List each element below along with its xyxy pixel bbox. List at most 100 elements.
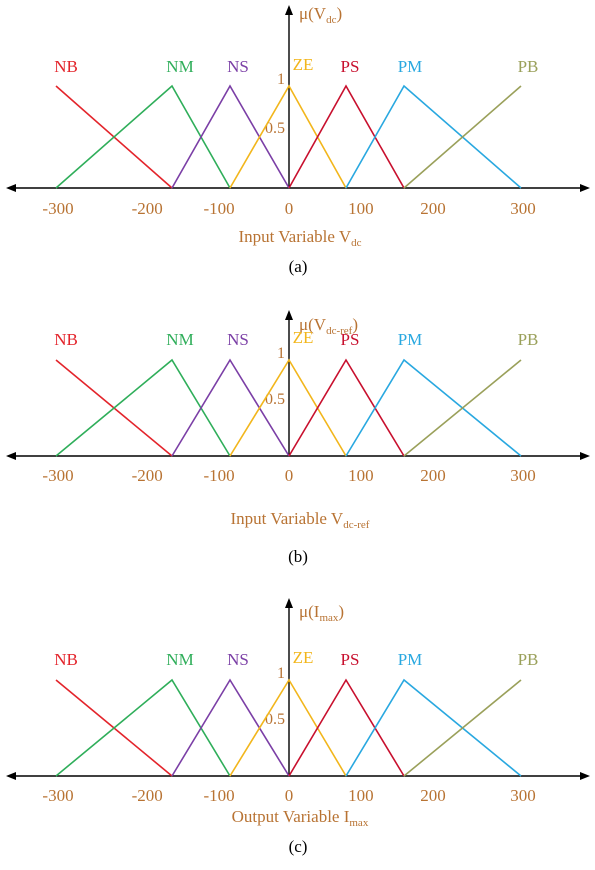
- x-axis-right-arrow: [580, 452, 590, 460]
- x-axis-label: Input Variable Vdc-ref: [231, 509, 370, 531]
- y-tick-label: 1: [277, 71, 285, 88]
- y-tick-label: 1: [277, 345, 285, 362]
- series-line-pb: [403, 679, 522, 777]
- y-axis-label: μ(Vdc): [299, 4, 342, 26]
- series-label-pb: PB: [518, 57, 539, 76]
- x-tick-label: 300: [510, 199, 536, 218]
- series-label-nm: NM: [166, 57, 193, 76]
- series-line-nm: [55, 358, 231, 457]
- x-tick-label: 200: [420, 786, 446, 805]
- x-tick-label: 300: [510, 786, 536, 805]
- series-line-ps: [288, 84, 405, 189]
- series-line-ze: [229, 358, 347, 457]
- x-tick-label: -100: [204, 199, 235, 218]
- x-tick-label: 200: [420, 199, 446, 218]
- series-line-pm: [345, 678, 522, 777]
- panel-caption: (b): [288, 547, 308, 566]
- series-line-pm: [345, 84, 522, 189]
- x-tick-label: 0: [285, 786, 294, 805]
- x-axis-label-subscript: dc-ref: [343, 519, 370, 531]
- x-axis-right-arrow: [580, 184, 590, 192]
- x-tick-label: 100: [348, 466, 374, 485]
- series-label-ps: PS: [341, 650, 360, 669]
- series-label-ns: NS: [227, 650, 249, 669]
- series-label-ns: NS: [227, 330, 249, 349]
- y-axis-label-close: ): [338, 602, 344, 621]
- x-tick-label: -100: [204, 786, 235, 805]
- series-label-ze: ZE: [293, 55, 314, 74]
- y-axis-label-close: ): [352, 315, 358, 334]
- y-axis-label-subscript: max: [319, 612, 338, 624]
- y-tick-label: 0.5: [265, 391, 285, 408]
- x-tick-label: 0: [285, 466, 294, 485]
- series-line-pm: [345, 358, 522, 457]
- series-line-ps: [288, 358, 405, 457]
- y-axis-label: μ(Vdc-ref): [299, 315, 358, 337]
- x-tick-label: -300: [42, 786, 73, 805]
- x-axis-label-main: Input Variable V: [238, 227, 351, 246]
- panel-caption: (c): [289, 837, 308, 856]
- series-label-ps: PS: [341, 57, 360, 76]
- series-label-pm: PM: [398, 650, 423, 669]
- x-tick-label: -200: [132, 786, 163, 805]
- series-line-ns: [171, 678, 290, 777]
- y-axis-label-close: ): [336, 4, 342, 23]
- series-label-pb: PB: [518, 650, 539, 669]
- y-axis-label-subscript: dc: [326, 14, 337, 26]
- y-axis-arrow: [285, 598, 293, 608]
- x-tick-label: -100: [204, 466, 235, 485]
- series-label-ps: PS: [341, 330, 360, 349]
- x-axis-label-main: Input Variable V: [231, 509, 344, 528]
- series-line-nm: [55, 678, 231, 777]
- series-line-ns: [171, 84, 290, 189]
- series-label-nm: NM: [166, 650, 193, 669]
- series-line-ze: [229, 678, 347, 777]
- series-label-nm: NM: [166, 330, 193, 349]
- series-label-pb: PB: [518, 330, 539, 349]
- series-label-nb: NB: [54, 57, 78, 76]
- x-tick-label: 0: [285, 199, 294, 218]
- series-label-pm: PM: [398, 330, 423, 349]
- series-label-ns: NS: [227, 57, 249, 76]
- y-axis-label: μ(Imax): [299, 602, 344, 624]
- y-tick-label: 0.5: [265, 120, 285, 137]
- x-tick-label: 200: [420, 466, 446, 485]
- series-line-pb: [403, 359, 522, 457]
- y-tick-label: 0.5: [265, 711, 285, 728]
- series-line-nm: [55, 84, 231, 189]
- y-axis-arrow: [285, 5, 293, 15]
- x-tick-label: -200: [132, 199, 163, 218]
- x-axis-label: Output Variable Imax: [232, 807, 369, 829]
- series-label-nb: NB: [54, 650, 78, 669]
- x-tick-label: -300: [42, 466, 73, 485]
- series-line-ns: [171, 358, 290, 457]
- series-line-ze: [229, 84, 347, 189]
- x-axis-label-subscript: dc: [351, 237, 362, 249]
- series-line-ps: [288, 678, 405, 777]
- panel-caption: (a): [289, 257, 308, 276]
- x-axis-left-arrow: [6, 184, 16, 192]
- x-axis-label-subscript: max: [349, 817, 368, 829]
- x-axis-right-arrow: [580, 772, 590, 780]
- series-line-pb: [403, 85, 522, 189]
- x-tick-label: 300: [510, 466, 536, 485]
- x-tick-label: -300: [42, 199, 73, 218]
- series-label-pm: PM: [398, 57, 423, 76]
- y-tick-label: 1: [277, 665, 285, 682]
- series-label-nb: NB: [54, 330, 78, 349]
- x-tick-label: 100: [348, 199, 374, 218]
- x-axis-label: Input Variable Vdc: [238, 227, 361, 249]
- x-tick-label: 100: [348, 786, 374, 805]
- y-axis-arrow: [285, 310, 293, 320]
- x-axis-label-main: Output Variable I: [232, 807, 350, 826]
- y-axis-label-subscript: dc-ref: [326, 325, 353, 337]
- y-axis-label-main: μ(I: [299, 602, 320, 621]
- x-tick-label: -200: [132, 466, 163, 485]
- x-axis-left-arrow: [6, 452, 16, 460]
- y-axis-label-main: μ(V: [299, 4, 327, 23]
- series-label-ze: ZE: [293, 648, 314, 667]
